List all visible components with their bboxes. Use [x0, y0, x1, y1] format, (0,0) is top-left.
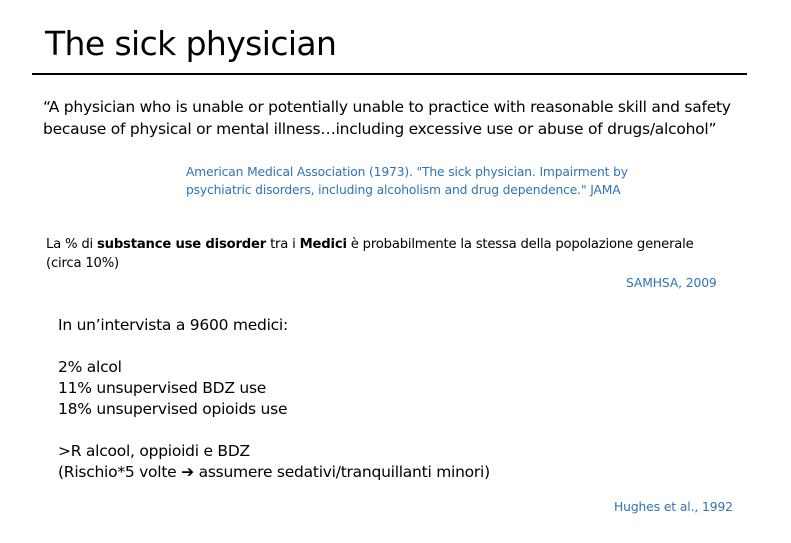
survey-risk: >R alcool, oppioidi e BDZ [58, 442, 250, 460]
survey-risk-detail: (Rischio*5 volte ➔ assumere sedativi/tra… [58, 462, 490, 483]
sud-bold-term: substance use disorder [96, 237, 267, 252]
quote-citation-line-2: psychiatric disorders, including alcohol… [186, 183, 621, 197]
sud-statement: La % di substance use disorder tra i Med… [46, 236, 726, 273]
spacer [58, 336, 490, 357]
risk-detail-post: assumere sedativi/tranquillanti minori) [193, 463, 491, 481]
definition-quote: “A physician who is unable or potentiall… [43, 98, 731, 138]
quote-citation: American Medical Association (1973). "Th… [186, 163, 628, 199]
title-divider [32, 73, 747, 75]
sud-text-2: tra i [266, 237, 300, 252]
survey-stat-opioids: 18% unsupervised opioids use [58, 400, 288, 418]
sud-text-1: La % di [46, 237, 97, 252]
sud-citation: SAMHSA, 2009 [626, 276, 717, 290]
spacer [58, 420, 490, 441]
slide-title: The sick physician [45, 24, 337, 63]
right-arrow-icon: ➔ [181, 463, 194, 481]
survey-block: In un’intervista a 9600 medici: 2% alcol… [58, 315, 490, 483]
sud-text-3: è probabilmente la stessa della popolazi… [46, 237, 694, 271]
risk-detail-pre: (Rischio*5 volte [58, 463, 182, 481]
survey-stat-bdz: 11% unsupervised BDZ use [58, 379, 267, 397]
survey-intro: In un’intervista a 9600 medici: [58, 316, 288, 334]
survey-citation: Hughes et al., 1992 [614, 500, 733, 514]
survey-stat-alcohol: 2% alcol [58, 358, 122, 376]
sud-bold-medici: Medici [299, 237, 347, 252]
quote-citation-line-1: American Medical Association (1973). "Th… [186, 165, 628, 179]
